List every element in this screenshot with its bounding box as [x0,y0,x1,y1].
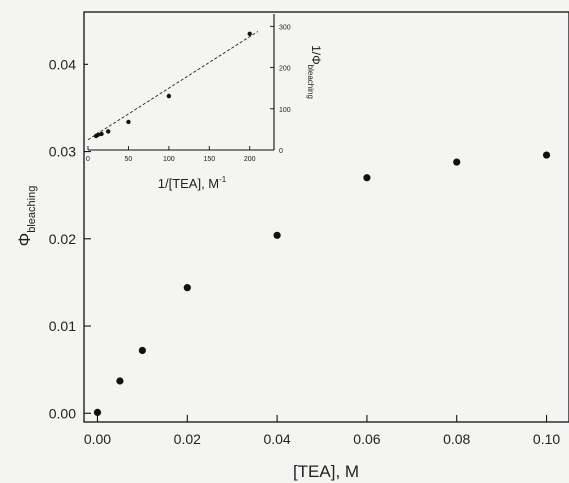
inset-data-point [248,32,252,36]
inset-x-axis-label: 1/[TEA], M-1 [158,175,227,191]
svg-text:1/Φbleaching: 1/Φbleaching [306,45,323,99]
inset-background [88,14,274,150]
main-data-point [139,347,146,354]
inset-y-tick-label: 300 [279,24,291,31]
main-x-axis-label: [TEA], M [293,462,359,481]
inset-y-axis-label: 1/Φbleaching [306,45,323,99]
inset-x-tick-label: 50 [125,156,133,163]
main-x-tick-label: 0.08 [443,431,470,447]
inset-data-point [99,132,103,136]
main-x-tick-label: 0.02 [174,431,201,447]
main-y-axis-label: Φbleaching [15,186,38,247]
inset-y-tick-label: 200 [279,66,291,73]
main-data-point [274,232,281,239]
main-y-axis-ticks: 0.00 0.01 0.02 0.03 0.04 [49,56,91,421]
inset-data-point [167,94,171,98]
inset-x-tick-label: 150 [203,156,215,163]
inset-x-tick-label: 200 [244,156,256,163]
inset-y-tick-label: 100 [279,107,291,114]
main-x-tick-label: 0.06 [353,431,380,447]
main-data-point [116,377,123,384]
main-y-tick-label: 0.01 [49,318,76,334]
main-data-point [453,158,460,165]
main-y-tick-label: 0.00 [49,405,76,421]
main-y-axis-symbol: Φ [15,233,34,247]
main-x-tick-label: 0.00 [84,431,111,447]
inset-data-point [106,129,110,133]
main-y-tick-label: 0.03 [49,144,76,160]
main-y-tick-label: 0.02 [49,231,76,247]
inset-x-tick-label: 0 [86,156,90,163]
main-y-axis-subscript: bleaching [26,186,38,233]
main-data-point [543,151,550,158]
main-data-point [184,284,191,291]
svg-text:Φbleaching: Φbleaching [15,186,38,247]
main-x-tick-label: 0.10 [533,431,560,447]
inset-chart: 0 50 100 150 200 0 100 200 300 1/[TEA], M-1 1/Φ… [86,14,323,191]
main-x-tick-label: 0.04 [263,431,290,447]
main-x-axis-ticks: 0.00 0.02 0.04 0.06 0.08 0.10 [84,415,561,447]
inset-data-point [126,120,130,124]
main-data-points [94,151,550,416]
inset-x-tick-label: 100 [163,156,175,163]
main-data-point [94,409,101,416]
inset-y-tick-label: 0 [279,148,283,155]
main-data-point [363,174,370,181]
main-y-tick-label: 0.04 [49,56,76,72]
